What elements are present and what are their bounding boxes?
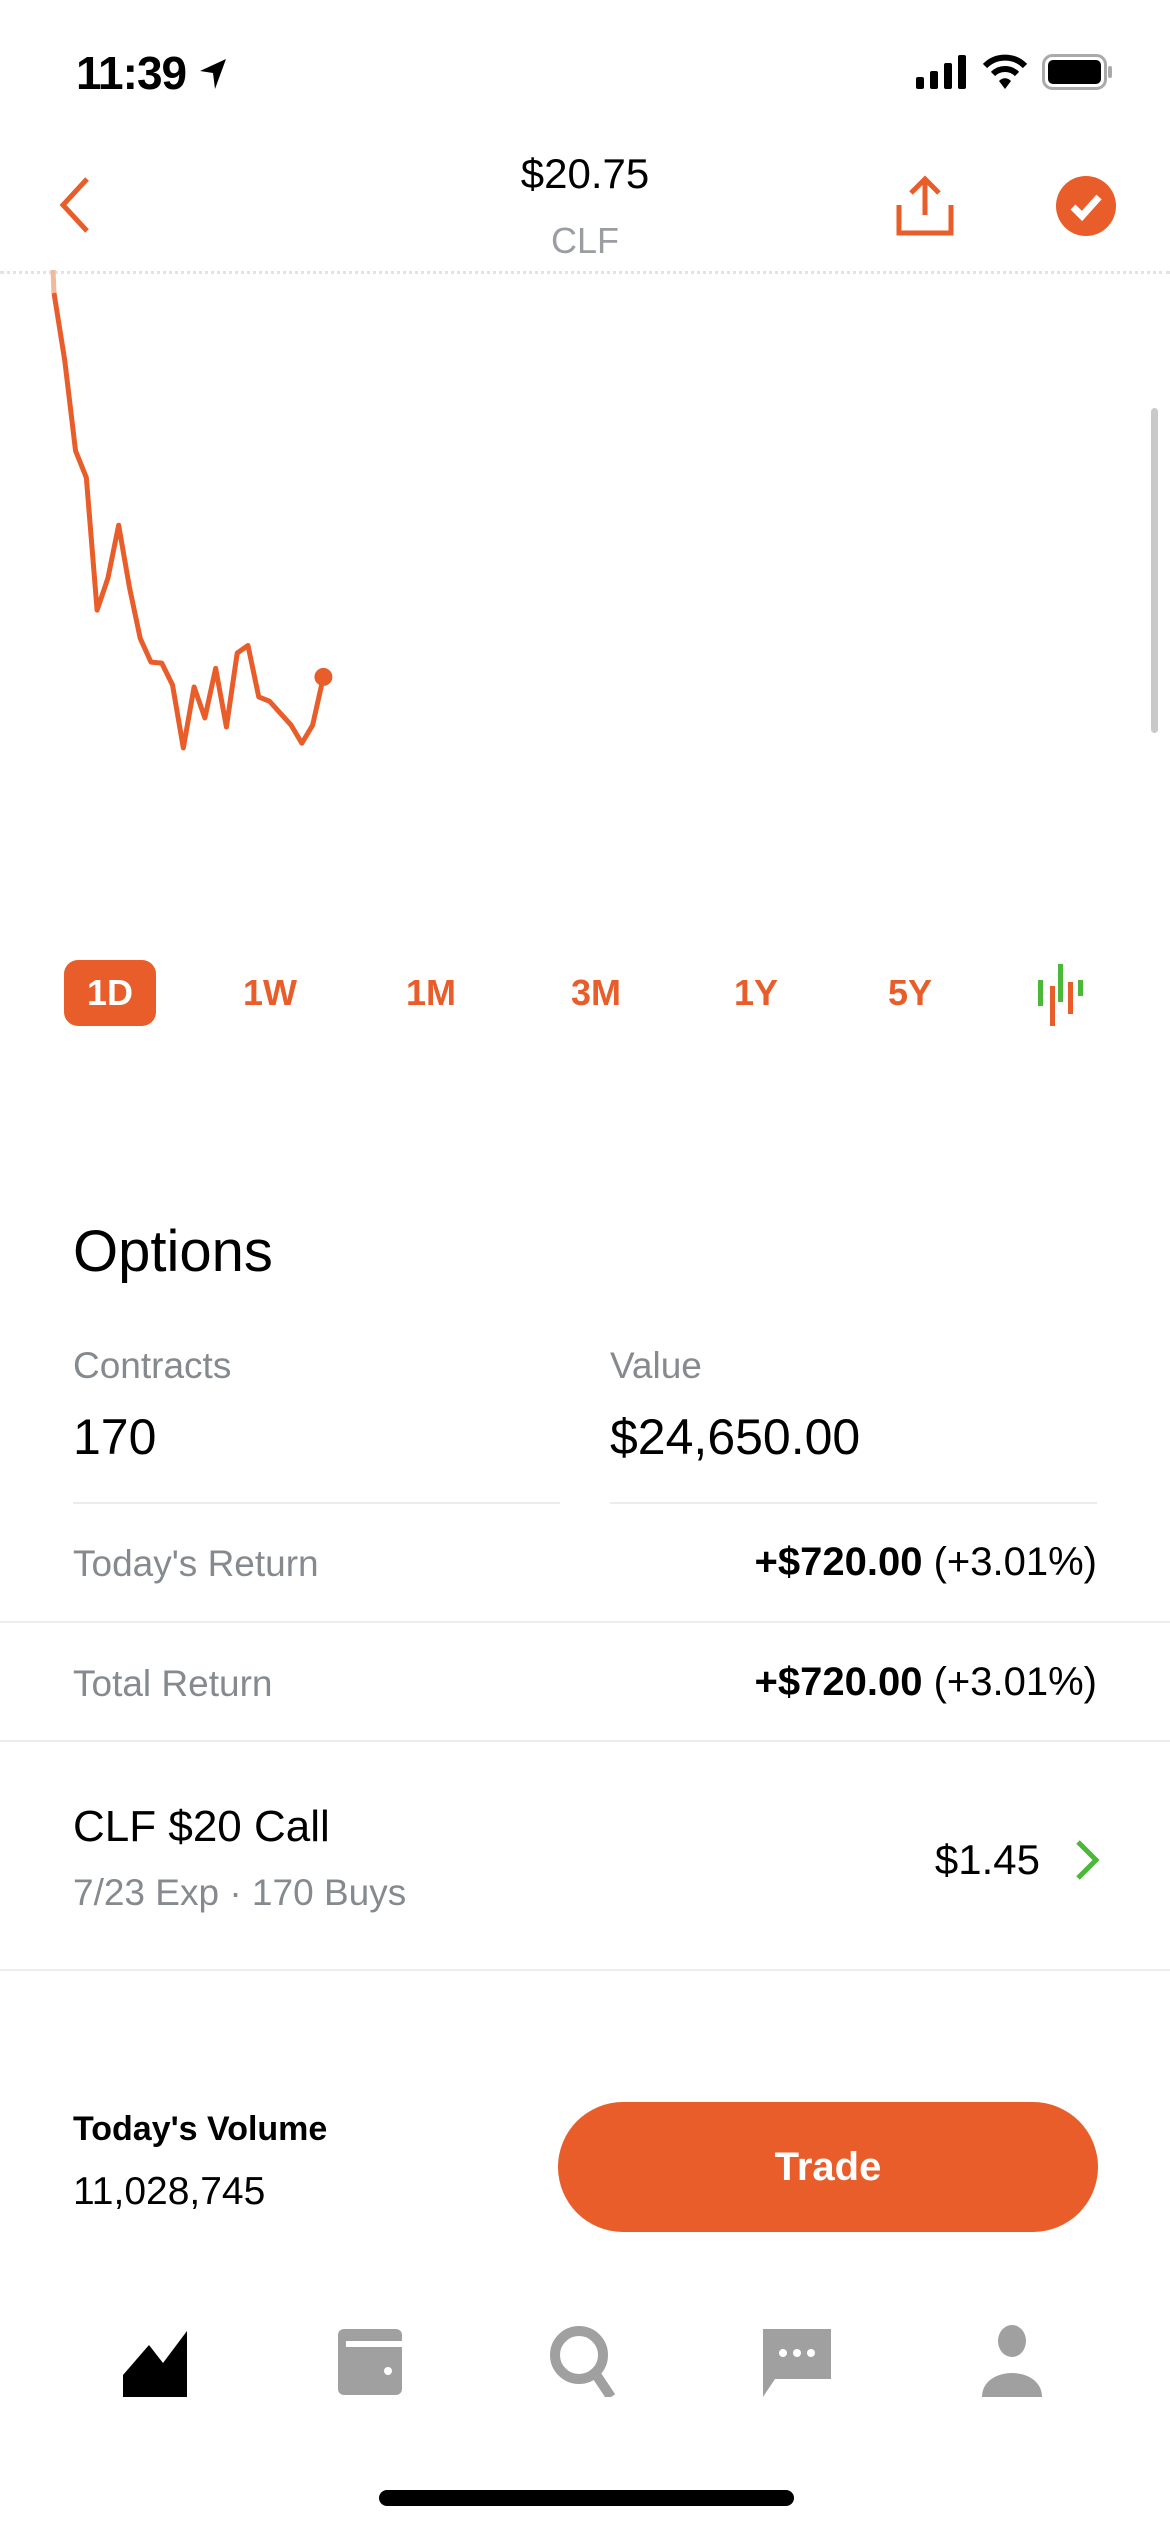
divider [0,1740,1170,1742]
todays-return-pct: (+3.01%) [933,1540,1097,1584]
watchlist-check-icon[interactable] [1056,176,1116,236]
signal-icon [916,55,966,89]
wifi-icon [982,54,1028,89]
position-price: $1.45 [934,1836,1040,1883]
todays-return-value: +$720.00 (+3.01%) [755,1540,1098,1585]
share-icon[interactable] [895,175,955,237]
scrollbar[interactable] [1151,408,1158,733]
value-amount: $24,650.00 [610,1409,861,1465]
price-chart[interactable] [0,250,1170,810]
chevron-right-icon [1076,1840,1100,1880]
volume-label: Today's Volume [73,2110,328,2148]
candlestick-toggle-icon[interactable] [1036,962,1086,1028]
chart-icon[interactable] [119,2325,191,2397]
range-tab-5y[interactable]: 5Y [887,972,933,1013]
back-icon[interactable] [55,175,95,235]
home-indicator[interactable] [379,2490,794,2506]
battery-icon [1042,54,1112,90]
current-price-dot [314,667,333,686]
total-return-value: +$720.00 (+3.01%) [755,1660,1098,1705]
divider [0,1621,1170,1623]
todays-return-label: Today's Return [73,1543,319,1584]
time-text: 11:39 [76,47,187,99]
price-line [51,292,326,751]
range-tab-1w[interactable]: 1W [243,972,297,1013]
range-tab-3m[interactable]: 3M [570,972,621,1013]
status-time: 11:39 [76,46,228,100]
total-return-label: Total Return [73,1663,273,1704]
total-return-pct: (+3.01%) [933,1660,1097,1704]
divider [73,1502,560,1504]
total-return-amount: +$720.00 [754,1660,923,1704]
position-subtitle: 7/23 Exp · 170 Buys [73,1872,407,1913]
position-title: CLF $20 Call [73,1802,330,1851]
header-price: $20.75 [520,150,650,197]
wallet-icon[interactable] [334,2325,406,2397]
search-icon[interactable] [549,2325,621,2397]
contracts-label: Contracts [73,1345,232,1386]
location-arrow-icon [199,59,226,89]
header-symbol: CLF [550,220,619,261]
reference-line [0,271,1170,274]
status-icons [916,54,1114,90]
divider [0,1969,1170,1971]
range-tab-1y[interactable]: 1Y [733,972,779,1013]
options-heading: Options [73,1219,273,1284]
range-tab-1m[interactable]: 1M [405,972,456,1013]
contracts-value: 170 [73,1409,157,1465]
chat-icon[interactable] [761,2325,833,2397]
profile-icon[interactable] [976,2325,1048,2397]
chart-premarket-segment [50,269,57,294]
range-tab-1d[interactable]: 1D [64,960,156,1026]
todays-return-amount: +$720.00 [754,1540,923,1584]
volume-value: 11,028,745 [73,2170,266,2213]
trade-button[interactable]: Trade [558,2102,1098,2232]
divider [610,1502,1097,1504]
position-row[interactable]: CLF $20 Call 7/23 Exp · 170 Buys $1.45 [0,1742,1170,1969]
value-label: Value [610,1345,702,1386]
